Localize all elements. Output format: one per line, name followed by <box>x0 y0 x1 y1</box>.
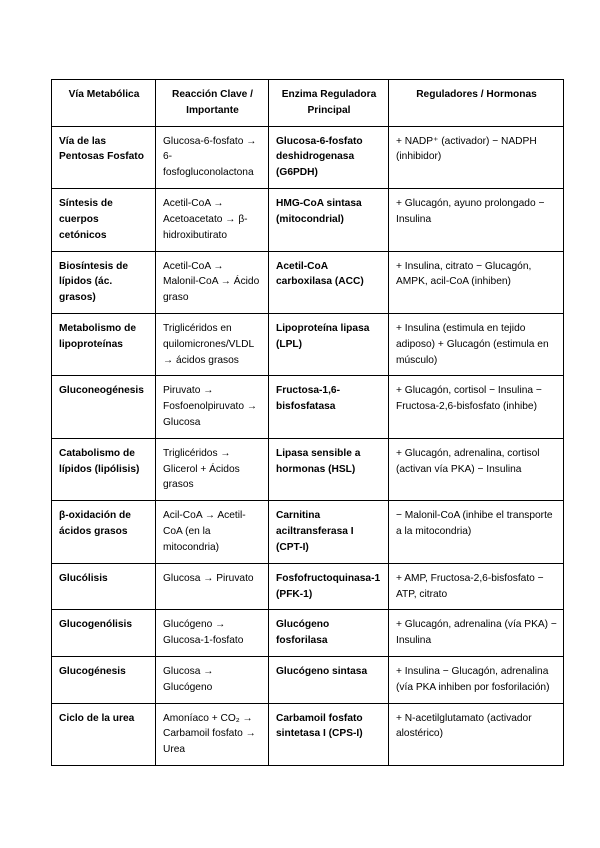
table-row: Síntesis de cuerpos cetónicos Acetil-CoA … <box>51 188 564 252</box>
table-row: Ciclo de la urea Amoníaco + CO₂ → Carbamo… <box>51 702 564 767</box>
cell-regulators: + Insulina − Glucagón, adrenalina (vía P… <box>388 655 564 704</box>
cell-reaction: Acil-CoA → Acetil-CoA (en la mitocondria… <box>155 500 269 564</box>
table-row: Vía de las Pentosas Fosfato Glucosa-6-fos… <box>51 125 564 190</box>
cell-reaction: Acetil-CoA → Malonil-CoA → Ácido graso <box>155 250 269 314</box>
table-row: Biosíntesis de lípidos (ác. grasos) Aceti… <box>51 250 564 314</box>
cell-enzyme: Acetil-CoA carboxilasa (ACC) <box>268 250 389 314</box>
column-header-enzyme: Enzima Reguladora Principal <box>268 79 389 127</box>
cell-pathway: Síntesis de cuerpos cetónicos <box>51 188 156 252</box>
cell-regulators: + Glucagón, cortisol − Insulina − Fructo… <box>388 375 564 439</box>
column-header-reaction: Reacción Clave / Importante <box>155 79 269 127</box>
table-row: Glucogénesis Glucosa → Glucógeno Glucógeno… <box>51 655 564 704</box>
cell-pathway: Glucogénesis <box>51 655 156 704</box>
table-row: Metabolismo de lipoproteínas Triglicérido… <box>51 312 564 377</box>
column-header-pathway: Vía Metabólica <box>51 79 156 127</box>
cell-regulators: + N-acetilglutamato (activador alostéric… <box>388 702 564 767</box>
cell-enzyme: Lipoproteína lipasa (LPL) <box>268 312 389 377</box>
cell-regulators: + NADP⁺ (activador) − NADPH (inhibidor) <box>388 125 564 190</box>
cell-enzyme: Fructosa-1,6-bisfosfatasa <box>268 375 389 439</box>
cell-regulators: + Glucagón, adrenalina, cortisol (activa… <box>388 437 564 502</box>
cell-regulators: + Insulina (estimula en tejido adiposo) … <box>388 312 564 377</box>
cell-regulators: + Glucagón, ayuno prolongado − Insulina <box>388 188 564 252</box>
cell-enzyme: HMG-CoA sintasa (mitocondrial) <box>268 188 389 252</box>
cell-reaction: Glucosa → Piruvato <box>155 562 269 611</box>
cell-reaction: Glucosa-6-fosfato → 6-fosfogluconolacton… <box>155 125 269 190</box>
table-row: Gluconeogénesis Piruvato → Fosfoenolpiruv… <box>51 375 564 439</box>
cell-regulators: + Insulina, citrato − Glucagón, AMPK, ac… <box>388 250 564 314</box>
cell-reaction: Triglicéridos → Glicerol + Ácidos grasos <box>155 437 269 502</box>
cell-enzyme: Glucógeno sintasa <box>268 655 389 704</box>
column-header-regulators: Reguladores / Hormonas <box>388 79 564 127</box>
cell-pathway: Gluconeogénesis <box>51 375 156 439</box>
table-row: Catabolismo de lípidos (lipólisis) Trigli… <box>51 437 564 502</box>
cell-reaction: Piruvato → Fosfoenolpiruvato → Glucosa <box>155 375 269 439</box>
table-header-row: Vía Metabólica Reacción Clave / Importan… <box>51 79 564 127</box>
cell-enzyme: Fosfofructoquinasa-1 (PFK-1) <box>268 562 389 611</box>
table-header: Vía Metabólica Reacción Clave / Importan… <box>51 79 564 127</box>
cell-regulators: − Malonil-CoA (inhibe el transporte a la… <box>388 500 564 564</box>
cell-enzyme: Carbamoil fosfato sintetasa I (CPS-I) <box>268 702 389 767</box>
cell-regulators: + AMP, Fructosa-2,6-bisfosfato − ATP, ci… <box>388 562 564 611</box>
cell-enzyme: Glucosa-6-fosfato deshidrogenasa (G6PDH) <box>268 125 389 190</box>
table-row: β-oxidación de ácidos grasos Acil-CoA → A… <box>51 500 564 564</box>
cell-reaction: Glucosa → Glucógeno <box>155 655 269 704</box>
cell-enzyme: Glucógeno fosforilasa <box>268 609 389 657</box>
cell-pathway: Catabolismo de lípidos (lipólisis) <box>51 437 156 502</box>
cell-pathway: Ciclo de la urea <box>51 702 156 767</box>
cell-regulators: + Glucagón, adrenalina (vía PKA) − Insul… <box>388 609 564 657</box>
cell-pathway: Biosíntesis de lípidos (ác. grasos) <box>51 250 156 314</box>
table-row: Glucogenólisis Glucógeno → Glucosa-1-fosf… <box>51 609 564 657</box>
cell-pathway: Glucólisis <box>51 562 156 611</box>
cell-enzyme: Carnitina aciltransferasa I (CPT-I) <box>268 500 389 564</box>
table-row: Glucólisis Glucosa → Piruvato Fosfofructoq… <box>51 562 564 611</box>
metabolic-pathways-table-container: Vía Metabólica Reacción Clave / Importan… <box>51 79 564 767</box>
cell-pathway: Metabolismo de lipoproteínas <box>51 312 156 377</box>
cell-reaction: Acetil-CoA → Acetoacetato → β-hidroxibut… <box>155 188 269 252</box>
metabolic-pathways-table: Vía Metabólica Reacción Clave / Importan… <box>51 79 564 767</box>
cell-pathway: Vía de las Pentosas Fosfato <box>51 125 156 190</box>
cell-reaction: Triglicéridos en quilomicrones/VLDL → ác… <box>155 312 269 377</box>
cell-pathway: β-oxidación de ácidos grasos <box>51 500 156 564</box>
table-body: Vía de las Pentosas Fosfato Glucosa-6-fos… <box>51 125 564 767</box>
cell-reaction: Amoníaco + CO₂ → Carbamoil fosfato → Ure… <box>155 702 269 767</box>
cell-enzyme: Lipasa sensible a hormonas (HSL) <box>268 437 389 502</box>
cell-pathway: Glucogenólisis <box>51 609 156 657</box>
cell-reaction: Glucógeno → Glucosa-1-fosfato <box>155 609 269 657</box>
